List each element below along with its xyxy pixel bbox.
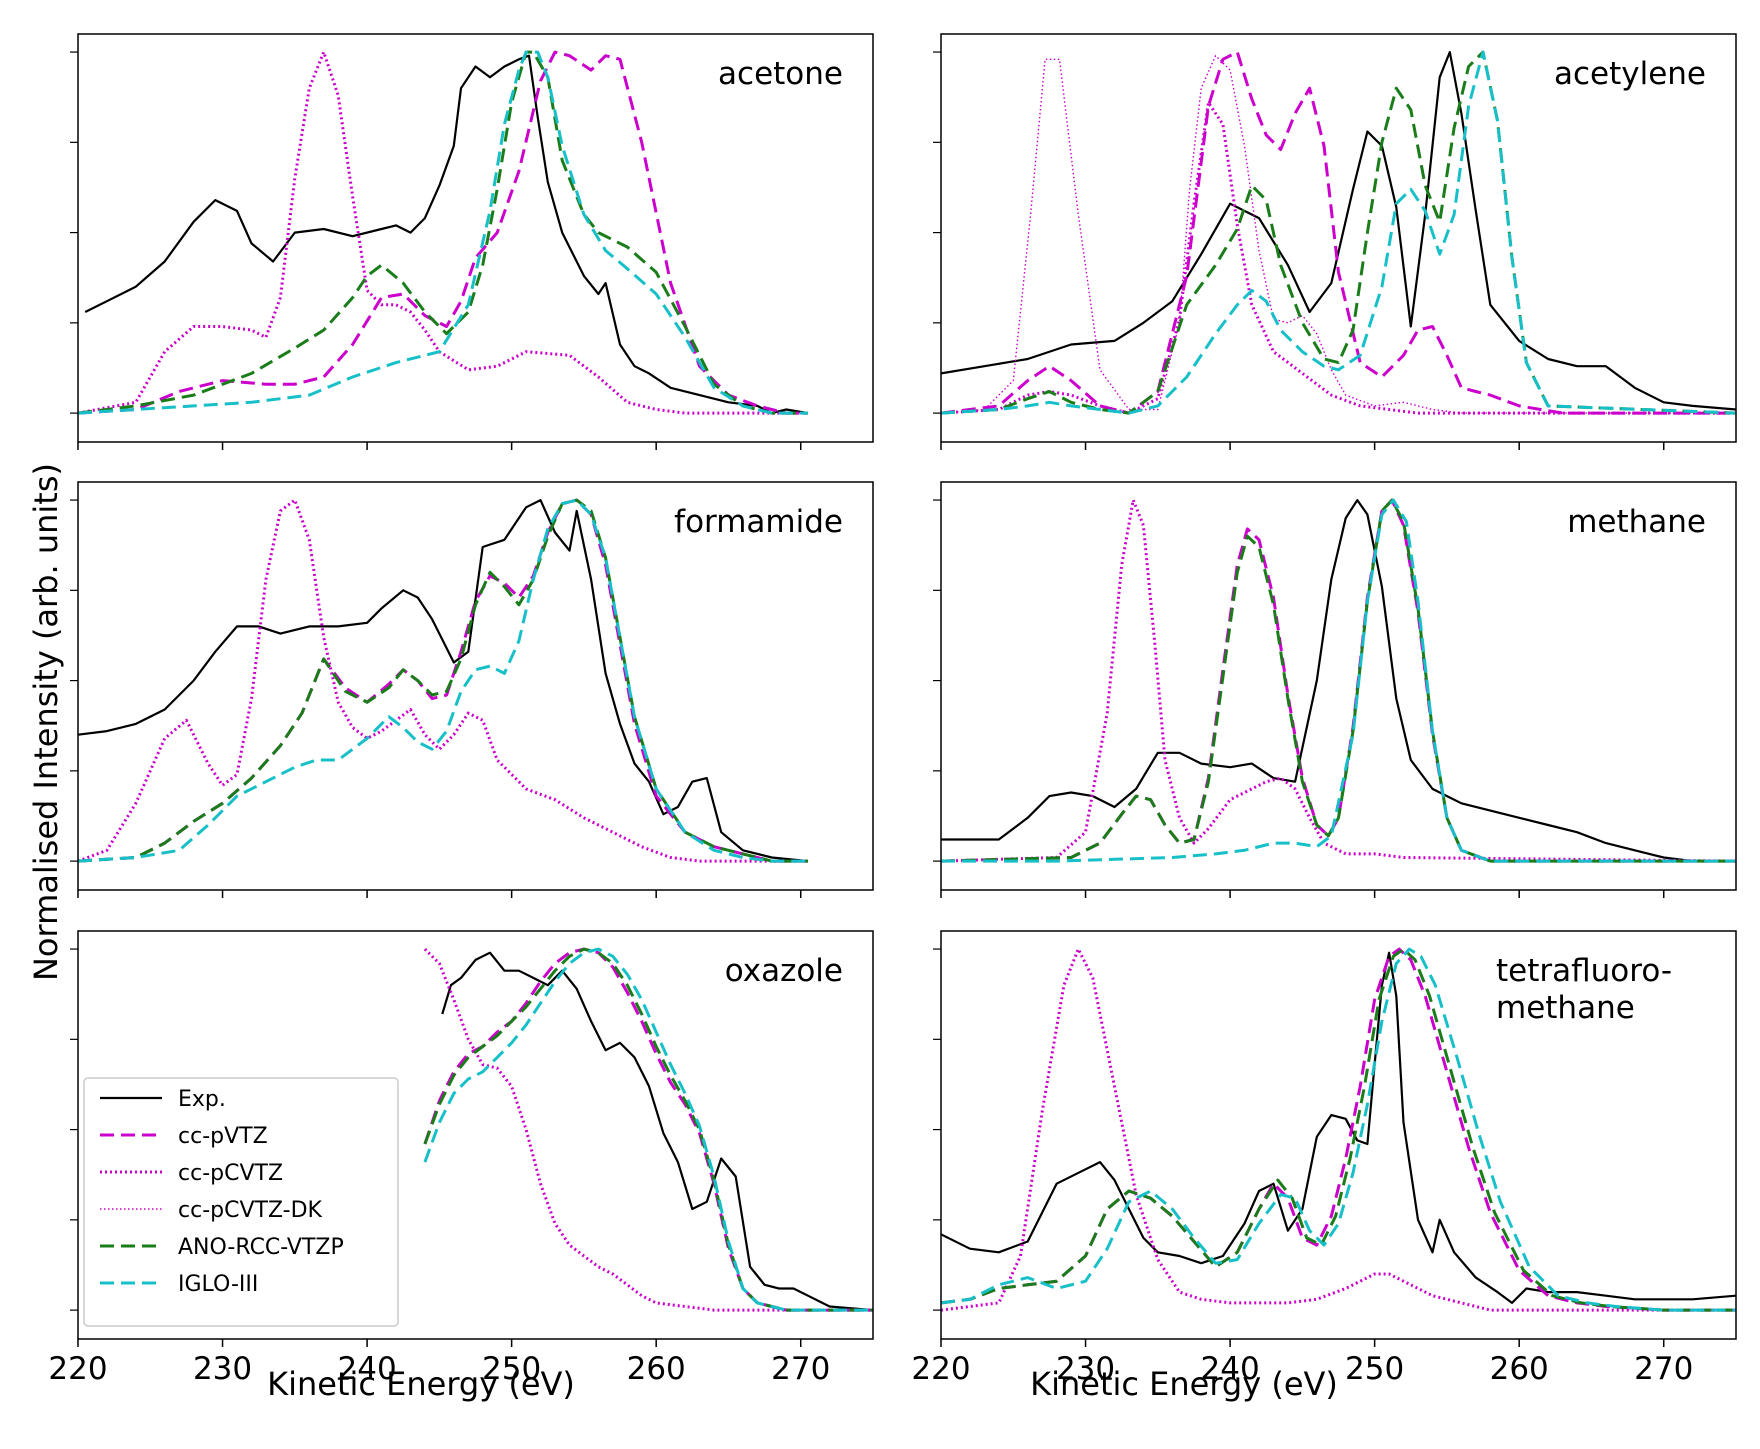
x-tick-label-oxazole-260: 260	[627, 1351, 686, 1387]
panel-acetone: acetone	[70, 33, 874, 450]
legend-label-cc-pcvtz: cc-pCVTZ	[178, 1161, 283, 1186]
panel-title-oxazole: oxazole	[725, 953, 843, 989]
series-ano-rcc-vtzp-formamide	[78, 498, 808, 863]
axes-frame-formamide	[77, 481, 874, 891]
series-cc-pvtz-acetylene	[941, 50, 1736, 415]
axes-frame-tetrafluoro-methane	[940, 930, 1737, 1340]
panels: acetone acetylene formamide methane 220 230 24…	[48, 33, 1737, 1387]
panel-methane: methane	[933, 481, 1737, 898]
x-axis-label-left: Kinetic Energy (eV)	[267, 1365, 575, 1403]
x-tick-label-tetrafluoro-methane-220: 220	[911, 1351, 970, 1387]
series-exp-acetylene	[941, 50, 1736, 411]
series-cc-pcvtz-methane	[941, 498, 1736, 863]
panel-title-acetylene: acetylene	[1554, 56, 1706, 92]
legend-label-cc-pcvtz-dk: cc-pCVTZ-DK	[178, 1198, 323, 1223]
series-cc-pcvtz-tetrafluoro-methane	[941, 947, 1736, 1312]
axes-frame-oxazole	[77, 930, 874, 1340]
series-iglo-iii-acetone	[78, 50, 808, 415]
x-tick-label-tetrafluoro-methane-270: 270	[1634, 1351, 1693, 1387]
series-cc-pvtz-acetone	[78, 50, 808, 415]
x-tick-label-tetrafluoro-methane-230: 230	[1056, 1351, 1115, 1387]
axes-frame-methane	[940, 481, 1737, 891]
panel-formamide: formamide	[70, 481, 874, 898]
legend: Exp. cc-pVTZ cc-pCVTZ cc-pCVTZ-DK ANO-RCC-VT…	[83, 1077, 399, 1327]
series-iglo-iii-acetylene	[941, 50, 1736, 415]
panel-title-methane: methane	[1567, 504, 1706, 540]
series-cc-pvtz-formamide	[78, 498, 808, 863]
series-cc-pvtz-oxazole	[423, 947, 873, 1312]
x-tick-label-oxazole-270: 270	[771, 1351, 830, 1387]
series-group-methane	[941, 498, 1736, 863]
series-cc-pcvtz-oxazole	[423, 948, 873, 1312]
panel-title-tetrafluoro-methane-line-0: tetrafluoro-	[1496, 953, 1672, 989]
x-tick-label-tetrafluoro-methane-250: 250	[1345, 1351, 1404, 1387]
series-iglo-iii-formamide	[78, 498, 808, 863]
series-ano-rcc-vtzp-acetone	[78, 50, 808, 415]
series-cc-pcvtz-formamide	[78, 498, 808, 863]
legend-box	[83, 1077, 399, 1327]
series-ano-rcc-vtzp-oxazole	[423, 947, 873, 1312]
series-iglo-iii-oxazole	[423, 947, 873, 1312]
axes-frame-acetone	[77, 33, 874, 443]
series-group-tetrafluoro-methane	[941, 947, 1736, 1312]
series-exp-formamide	[78, 499, 809, 863]
series-group-oxazole	[423, 947, 873, 1312]
x-tick-label-oxazole-230: 230	[193, 1351, 252, 1387]
series-group-formamide	[78, 498, 809, 863]
legend-label-exp: Exp.	[178, 1087, 226, 1112]
series-exp-oxazole	[441, 951, 873, 1312]
series-cc-pcvtz-acetone	[78, 50, 808, 415]
panel-tetrafluoro-methane: 220 230 240 250 260 270 tetrafluoro-methane	[911, 930, 1737, 1387]
x-tick-label-oxazole-250: 250	[482, 1351, 541, 1387]
series-ano-rcc-vtzp-tetrafluoro-methane	[941, 947, 1736, 1312]
panel-acetylene: acetylene	[933, 33, 1737, 450]
x-tick-label-oxazole-220: 220	[48, 1351, 107, 1387]
series-iglo-iii-tetrafluoro-methane	[941, 947, 1736, 1312]
x-tick-label-oxazole-240: 240	[338, 1351, 397, 1387]
series-exp-acetone	[84, 54, 809, 415]
series-group-acetylene	[941, 50, 1736, 415]
series-group-acetone	[78, 50, 809, 415]
series-iglo-iii-methane	[941, 498, 1736, 863]
x-tick-label-tetrafluoro-methane-240: 240	[1201, 1351, 1260, 1387]
x-tick-label-tetrafluoro-methane-260: 260	[1490, 1351, 1549, 1387]
series-exp-methane	[941, 499, 1736, 863]
series-cc-pcvtz-dk-acetylene	[941, 55, 1736, 414]
panel-oxazole: 220 230 240 250 260 270 oxazole	[48, 930, 874, 1387]
series-cc-pcvtz-acetylene	[941, 101, 1736, 415]
axes-frame-acetylene	[940, 33, 1737, 443]
panel-title-formamide: formamide	[674, 504, 843, 540]
legend-label-iglo-iii: IGLO-III	[178, 1272, 258, 1297]
panel-title-tetrafluoro-methane-line-1: methane	[1496, 990, 1635, 1026]
x-axis-label-right: Kinetic Energy (eV)	[1030, 1365, 1338, 1403]
legend-label-cc-pvtz: cc-pVTZ	[178, 1124, 268, 1149]
panel-title-acetone: acetone	[718, 56, 843, 92]
legend-label-ano-rcc-vtzp: ANO-RCC-VTZP	[178, 1235, 344, 1260]
series-ano-rcc-vtzp-acetylene	[941, 50, 1736, 415]
